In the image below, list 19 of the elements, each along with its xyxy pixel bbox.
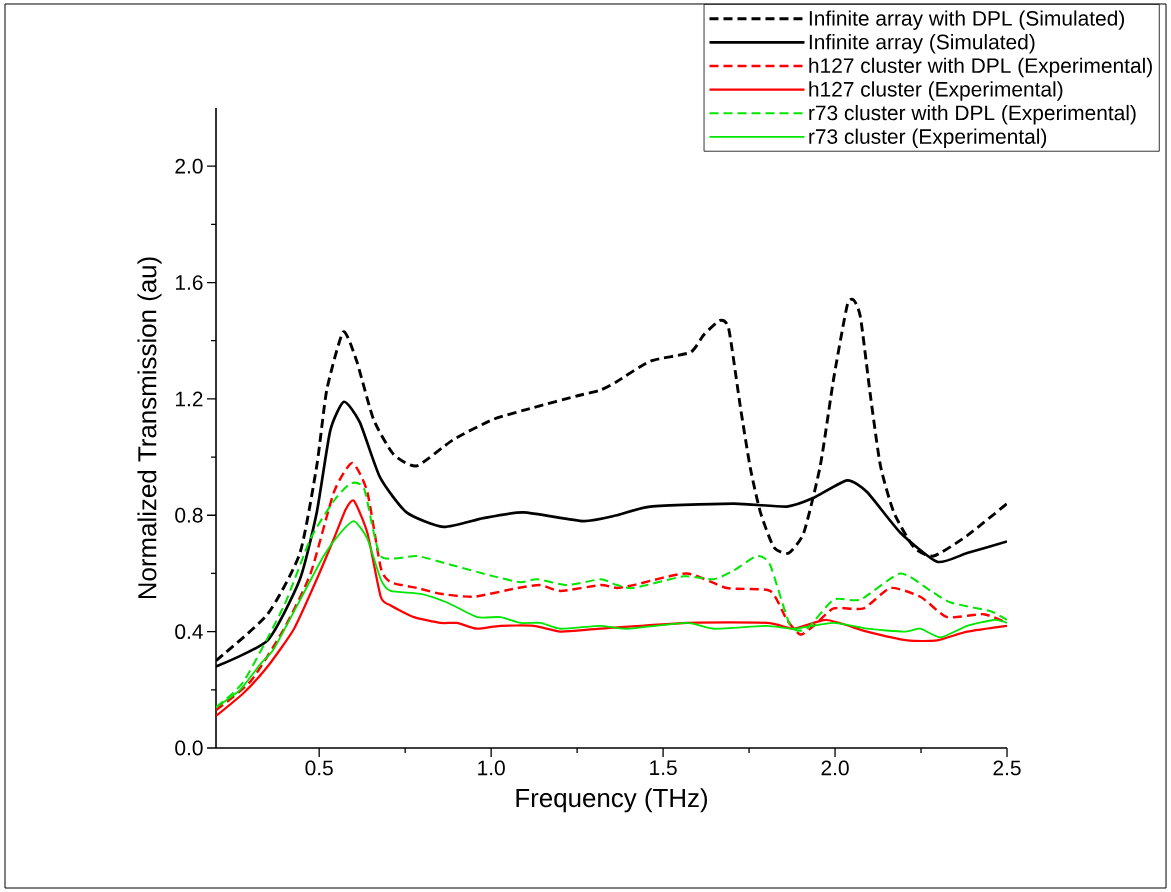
- y-tick-label: 0.0: [175, 740, 203, 756]
- x-tick-label: 2.0: [821, 760, 849, 776]
- y-tick-label: 1.6: [175, 275, 203, 290]
- y-tick-label: 2.0: [175, 158, 203, 174]
- x-tick-label: 0.5: [305, 760, 333, 776]
- y-tick-label: 1.2: [175, 391, 203, 407]
- x-tick-label: 2.5: [993, 760, 1021, 776]
- legend-label: h127 cluster with DPL (Experimental): [809, 57, 1152, 78]
- legend-label: Infinite array (Simulated): [809, 34, 1035, 54]
- legend-label: r73 cluster (Experimental): [809, 128, 1047, 149]
- x-tick-label: 1.5: [650, 760, 677, 776]
- legend-label: Infinite array with DPL (Simulated): [809, 10, 1125, 30]
- legend-label: r73 cluster with DPL (Experimental): [809, 104, 1136, 125]
- y-axis-title: Normalized Transmission (au): [137, 257, 162, 599]
- legend-label: h127 cluster (Experimental): [809, 81, 1063, 101]
- x-axis-title: Frequency (THz): [516, 788, 708, 813]
- x-tick-label: 1.0: [478, 760, 505, 776]
- y-tick-label: 0.4: [175, 624, 203, 640]
- y-tick-label: 0.8: [175, 507, 203, 523]
